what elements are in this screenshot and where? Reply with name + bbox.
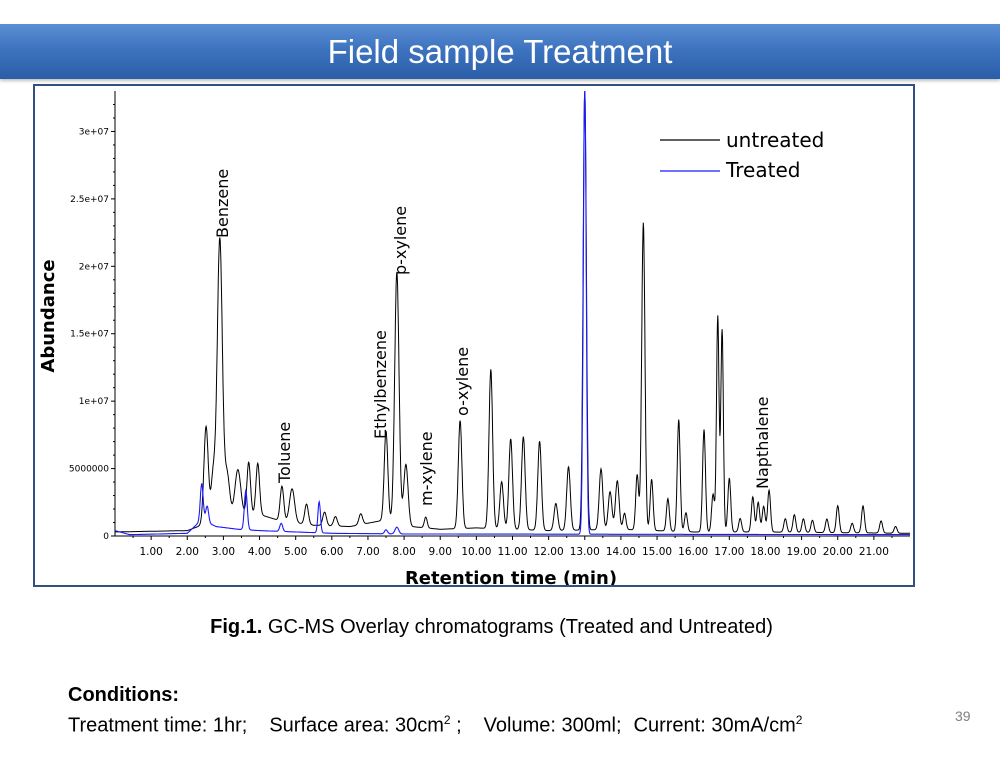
conditions-heading: Conditions: [68, 684, 180, 706]
peak-label-napthalene: Napthalene [753, 397, 772, 489]
chart-axes: 0 5000000 1e+07 1.5e+07 2e+07 2.5e+07 3e+07 1.0… [69, 91, 910, 558]
y-axis-label: Abundance [38, 259, 59, 372]
figure-caption: Fig.1. GC-MS Overlay chromatograms (Trea… [0, 616, 983, 639]
x-tick-label: 6.00 [320, 546, 343, 558]
x-tick-label: 11.00 [497, 546, 527, 558]
condition-area: Surface area: 30cm [269, 714, 444, 737]
chromatogram-chart: 0 5000000 1e+07 1.5e+07 2e+07 2.5e+07 3e+07 1.0… [38, 90, 910, 585]
x-tick-label: 20.00 [823, 546, 853, 558]
x-tick-label: 16.00 [678, 546, 708, 558]
chart-frame: 0 5000000 1e+07 1.5e+07 2e+07 2.5e+07 3e+07 1.0… [33, 84, 915, 587]
x-tick-label: 3.00 [212, 546, 235, 558]
conditions-line: Treatment time: 1hr; Surface area: 30cm2 … [68, 713, 802, 738]
y-tick-label: 1.5e+07 [70, 330, 109, 340]
x-tick-label: 17.00 [714, 546, 744, 558]
caption-prefix: Fig.1. [210, 616, 263, 638]
peak-label-toluene: Toluene [275, 422, 294, 484]
peak-label-o-xylene: o-xylene [453, 347, 472, 416]
legend-label-treated: Treated [725, 158, 800, 182]
peak-label-ethylbenzene: Ethylbenzene [371, 330, 390, 439]
condition-time: Treatment time: 1hr; [68, 714, 248, 737]
peak-labels: Benzene Toluene Ethylbenzene p-xylene m-… [213, 169, 772, 506]
x-tick-label: 14.00 [606, 546, 636, 558]
page-number: 39 [955, 708, 971, 724]
x-tick-label: 8.00 [392, 546, 415, 558]
caption-text: GC-MS Overlay chromatograms (Treated and… [262, 616, 773, 638]
y-tick-label: 2.5e+07 [70, 195, 109, 205]
y-tick-label: 3e+07 [79, 127, 109, 137]
x-tick-label: 15.00 [642, 546, 672, 558]
slide-title: Field sample Treatment [327, 33, 673, 70]
series-line-treated [114, 90, 910, 536]
condition-current: Current: 30mA/cm [633, 714, 796, 737]
x-tick-label: 18.00 [750, 546, 780, 558]
x-tick-label: 19.00 [787, 546, 817, 558]
x-tick-label: 12.00 [534, 546, 564, 558]
x-tick-label: 21.00 [859, 546, 889, 558]
chart-legend: untreated Treated [660, 128, 824, 182]
y-tick-label: 5000000 [69, 465, 109, 475]
x-tick-label: 2.00 [176, 546, 199, 558]
peak-label-m-xylene: m-xylene [417, 431, 436, 506]
peak-label-p-xylene: p-xylene [391, 206, 410, 275]
chart-series [114, 90, 910, 536]
y-tick-label: 1e+07 [79, 397, 109, 407]
x-tick-label: 7.00 [356, 546, 379, 558]
y-tick-label: 2e+07 [79, 262, 109, 272]
x-tick-label: 13.00 [570, 546, 600, 558]
x-tick-label: 1.00 [139, 546, 162, 558]
peak-label-benzene: Benzene [213, 169, 232, 238]
condition-area-sup: 2 [443, 713, 451, 727]
condition-area-end: ; [450, 714, 462, 737]
x-tick-label: 9.00 [429, 546, 452, 558]
condition-volume: Volume: 300ml; [483, 714, 622, 737]
series-line-untreated [114, 90, 910, 534]
x-axis-label: Retention time (min) [405, 568, 617, 585]
x-tick-label: 10.00 [461, 546, 491, 558]
y-tick-label: 0 [103, 532, 109, 542]
title-bar: Field sample Treatment [0, 24, 1000, 79]
condition-current-sup: 2 [795, 713, 803, 727]
legend-label-untreated: untreated [726, 128, 824, 152]
x-tick-label: 5.00 [284, 546, 307, 558]
x-tick-label: 4.00 [248, 546, 271, 558]
